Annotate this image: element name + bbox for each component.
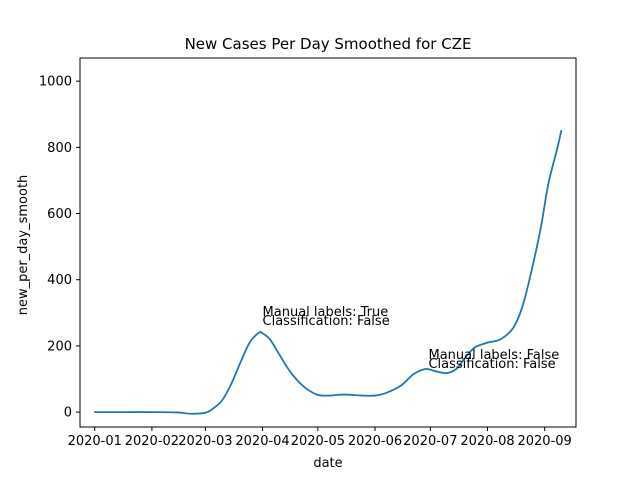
x-tick-label: 2020-02 bbox=[125, 434, 179, 449]
series-line bbox=[93, 129, 563, 415]
x-tick-label: 2020-08 bbox=[460, 434, 514, 449]
annotation-classification: Classification: False bbox=[428, 357, 555, 372]
x-tick-label: 2020-07 bbox=[403, 434, 457, 449]
y-tick-label: 800 bbox=[47, 141, 72, 156]
x-axis-label: date bbox=[313, 456, 342, 471]
y-axis-label: new_per_day_smooth bbox=[16, 175, 31, 316]
x-tick-label: 2020-05 bbox=[291, 434, 345, 449]
x-tick-label: 2020-04 bbox=[235, 434, 289, 449]
x-tick-label: 2020-01 bbox=[68, 434, 122, 449]
y-tick-label: 1000 bbox=[39, 75, 72, 90]
x-tick-label: 2020-03 bbox=[178, 434, 232, 449]
y-tick-label: 400 bbox=[47, 273, 72, 288]
y-tick-label: 200 bbox=[47, 339, 72, 354]
annotation-classification: Classification: False bbox=[263, 314, 390, 329]
annotation-manual-label: Manual labels: True bbox=[263, 305, 389, 320]
annotation-manual-label: Manual labels: False bbox=[428, 348, 559, 363]
x-tick-label: 2020-06 bbox=[348, 434, 402, 449]
y-tick-label: 0 bbox=[64, 406, 72, 421]
plot-frame bbox=[79, 57, 577, 428]
y-tick-label: 600 bbox=[47, 207, 72, 222]
x-tick-label: 2020-09 bbox=[517, 434, 571, 449]
chart-title: New Cases Per Day Smoothed for CZE bbox=[185, 35, 472, 53]
